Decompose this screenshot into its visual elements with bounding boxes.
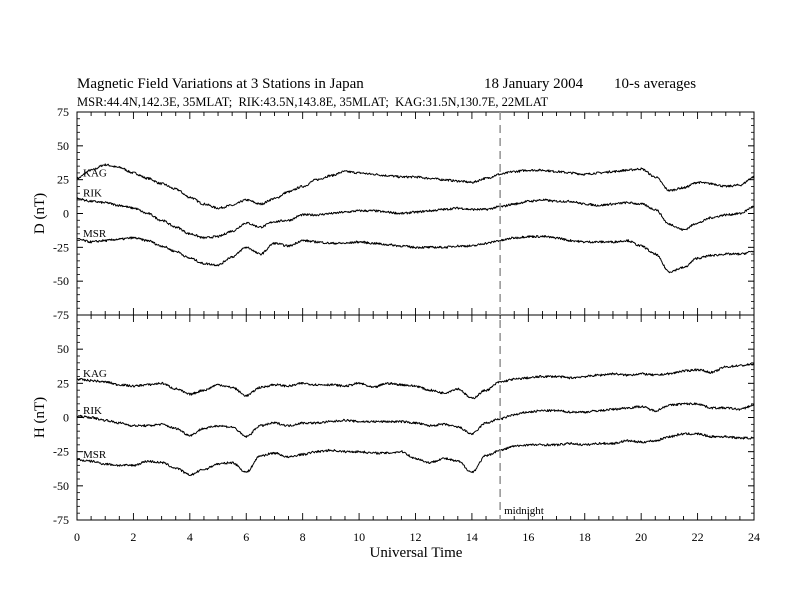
x-tick-label: 8 xyxy=(300,530,306,544)
series-label-msr: MSR xyxy=(83,449,107,461)
x-tick-label: 4 xyxy=(187,530,193,544)
chart-subtitle: MSR:44.4N,142.3E, 35MLAT; RIK:43.5N,143.… xyxy=(77,95,549,109)
plot-layer: 75 50 25 0 -25 -50 -75 D (nT) KAG RIK MSR 50 25 0 -25 -… xyxy=(32,105,760,544)
series-label-rik: RIK xyxy=(83,188,102,200)
y-tick-label: -50 xyxy=(53,479,69,493)
series-line-rik xyxy=(76,402,755,439)
x-tick-label: 14 xyxy=(466,530,478,544)
chart-title: Magnetic Field Variations at 3 Stations … xyxy=(77,76,364,92)
series-label-kag: KAG xyxy=(83,167,107,179)
series-line-kag xyxy=(76,362,755,400)
x-tick-label: 16 xyxy=(522,530,534,544)
series-label-kag: KAG xyxy=(83,368,107,380)
y-tick-label: 0 xyxy=(63,207,69,221)
x-tick-label: 22 xyxy=(692,530,704,544)
x-tick-label: 2 xyxy=(130,530,136,544)
x-tick-label: 0 xyxy=(74,530,80,544)
series-label-msr: MSR xyxy=(83,228,107,240)
x-tick-label: 18 xyxy=(579,530,591,544)
y-tick-label: -75 xyxy=(53,308,69,322)
midnight-label: midnight xyxy=(504,505,544,517)
x-tick-label: 6 xyxy=(243,530,249,544)
panel-frame-1 xyxy=(76,314,755,521)
y-tick-label: 75 xyxy=(57,105,69,119)
series-line-msr xyxy=(76,235,755,274)
series-line-msr xyxy=(76,432,755,477)
panel-frame-0 xyxy=(76,111,755,316)
series-line-kag xyxy=(76,163,755,210)
y-tick-label: 50 xyxy=(57,139,69,153)
x-tick-label: 10 xyxy=(353,530,365,544)
y-tick-label: -75 xyxy=(53,513,69,527)
chart-date: 18 January 2004 xyxy=(484,76,584,92)
x-axis-label: Universal Time xyxy=(370,545,463,561)
y-tick-label: -50 xyxy=(53,274,69,288)
chart-averaging: 10-s averages xyxy=(614,76,696,92)
series-label-rik: RIK xyxy=(83,405,102,417)
y-tick-label: 0 xyxy=(63,411,69,425)
y-tick-label: 25 xyxy=(57,376,69,390)
y-tick-label: 50 xyxy=(57,342,69,356)
y-axis-label: H (nT) xyxy=(32,397,48,438)
series-line-rik xyxy=(76,197,755,240)
y-tick-label: -25 xyxy=(53,240,69,254)
x-tick-label: 12 xyxy=(410,530,422,544)
y-tick-label: 25 xyxy=(57,173,69,187)
y-axis-label: D (nT) xyxy=(32,193,48,234)
x-tick-label: 24 xyxy=(748,530,760,544)
y-tick-label: -25 xyxy=(53,445,69,459)
x-tick-label: 20 xyxy=(635,530,647,544)
